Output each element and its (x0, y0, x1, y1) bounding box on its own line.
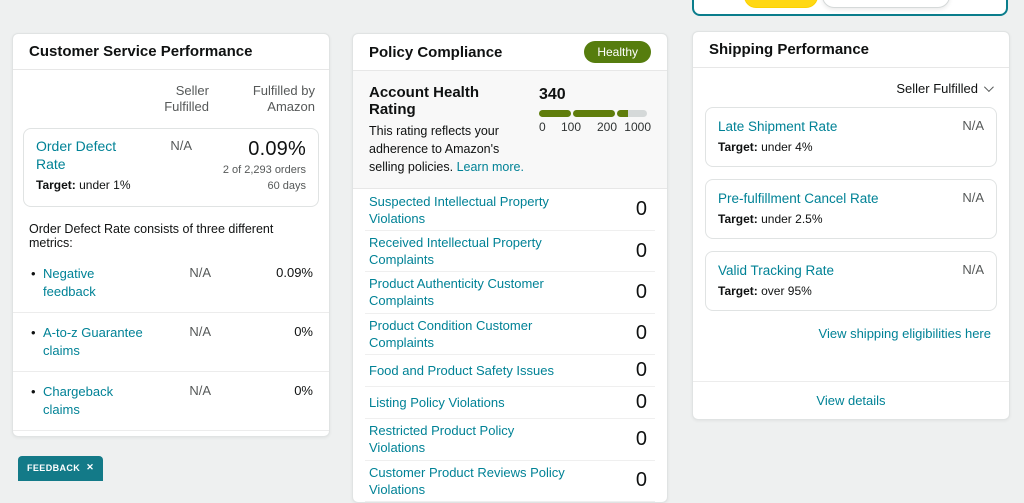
panel-header: Shipping Performance (693, 32, 1009, 68)
popover-primary-button[interactable] (744, 0, 818, 8)
chargeback-claims-link[interactable]: Chargeback claims (29, 383, 149, 418)
policy-compliance-panel: Policy Compliance Healthy Account Health… (352, 33, 668, 503)
panel-title: Shipping Performance (709, 41, 870, 58)
panel-footer: View details (13, 430, 329, 436)
seller-fulfilled-dropdown[interactable]: Seller Fulfilled (693, 68, 1009, 107)
shipping-eligibilities-row: View shipping eligibilities here (693, 323, 1009, 351)
policy-row-customer-reviews: Customer Product Reviews Policy Violatio… (365, 461, 655, 502)
odr-intro-text: Order Defect Rate consists of three diff… (29, 222, 274, 251)
policy-item-link[interactable]: Received Intellectual Property Complaint… (369, 234, 542, 268)
order-defect-rate-link[interactable]: Order Defect Rate (36, 137, 117, 172)
policy-row-restricted-product: Restricted Product Policy Violations 0 (365, 419, 655, 461)
a-to-z-claims-link[interactable]: A-to-z Guarantee claims (29, 324, 149, 359)
pre-fulfillment-cancel-rate-card: Pre-fulfillment Cancel Rate Target: unde… (705, 178, 997, 239)
policy-item-count: 0 (635, 322, 647, 345)
valid-tracking-rate-value: N/A (962, 261, 984, 277)
policy-item-link[interactable]: Product Authenticity Customer Complaints (369, 276, 544, 309)
late-shipment-rate-link[interactable]: Late Shipment Rate (718, 119, 838, 134)
policy-row-suspected-ip: Suspected Intellectual Property Violatio… (365, 189, 655, 231)
policy-item-link[interactable]: Suspected Intellectual Property Violatio… (369, 193, 549, 226)
odr-period: 60 days (267, 180, 306, 193)
late-shipment-rate-card: Late Shipment Rate Target: under 4% N/A (705, 107, 997, 167)
ahr-rating-bar (539, 110, 647, 118)
policy-item-link[interactable]: Restricted Product Policy Violations (369, 423, 515, 456)
policy-row-received-ip: Received Intellectual Property Complaint… (365, 231, 655, 273)
panel-title: Policy Compliance (369, 43, 503, 61)
metric-row-negative-feedback: Negative feedback N/A 0.09% (13, 254, 329, 312)
chevron-down-icon (983, 82, 994, 93)
bar-segment-100-200 (573, 110, 615, 118)
policy-item-count: 0 (635, 427, 647, 450)
policy-item-count: 0 (635, 280, 647, 303)
column-headers: Seller Fulfilled Fulfilled by Amazon (13, 70, 329, 122)
policy-item-count: 0 (635, 239, 647, 262)
valid-tracking-rate-link[interactable]: Valid Tracking Rate (718, 262, 835, 278)
policy-item-link[interactable]: Food and Product Safety Issues (369, 363, 554, 379)
odr-seller-fulfilled-value: N/A (170, 137, 192, 153)
policy-item-link[interactable]: Product Condition Customer Complaints (369, 317, 533, 350)
customer-service-performance-panel: Customer Service Performance Seller Fulf… (12, 33, 330, 437)
ahr-score: 340 (539, 86, 566, 104)
panel-footer: View details (693, 381, 1009, 419)
col-fulfilled-by-amazon: Fulfilled by Amazon (252, 83, 315, 115)
policy-item-link[interactable]: Listing Policy Violations (369, 395, 505, 411)
policy-item-link[interactable]: Customer Product Reviews Policy Violatio… (369, 464, 565, 497)
policy-row-condition: Product Condition Customer Complaints 0 (365, 314, 655, 356)
odr-target: Target: under 1% (36, 177, 131, 192)
policy-row-authenticity: Product Authenticity Customer Complaints… (365, 272, 655, 314)
pre-fulfillment-cancel-rate-link[interactable]: Pre-fulfillment Cancel Rate (718, 190, 879, 206)
panel-header: Customer Service Performance (13, 34, 329, 70)
panel-title: Customer Service Performance (29, 43, 253, 60)
view-shipping-eligibilities-link[interactable]: View shipping eligibilities here (818, 325, 991, 341)
policy-item-count: 0 (635, 469, 647, 492)
metric-row-chargeback-claims: Chargeback claims N/A 0% (13, 371, 329, 430)
ahr-scale-ticks: 0 100 200 1000 (539, 120, 651, 135)
policy-row-listing-policy: Listing Policy Violations 0 (365, 387, 655, 420)
policy-row-food-safety: Food and Product Safety Issues 0 (365, 355, 655, 388)
healthy-status-badge: Healthy (584, 41, 651, 64)
shipping-performance-panel: Shipping Performance Seller Fulfilled La… (692, 31, 1010, 420)
odr-fba-value: 0.09% (248, 137, 306, 160)
account-health-rating-section: Account Health Rating This rating reflec… (353, 71, 667, 190)
view-details-link[interactable]: View details (816, 393, 886, 408)
learn-more-link[interactable]: Learn more. (456, 159, 524, 174)
popover-secondary-button[interactable] (822, 0, 950, 8)
feedback-button[interactable]: FEEDBACK ✕ (18, 456, 104, 481)
order-defect-rate-card: Order Defect Rate Target: under 1% N/A 0… (23, 127, 319, 208)
close-icon[interactable]: ✕ (86, 462, 95, 472)
valid-tracking-rate-card: Valid Tracking Rate Target: over 95% N/A (705, 250, 997, 311)
metric-row-a-to-z-claims: A-to-z Guarantee claims N/A 0% (13, 312, 329, 371)
policy-item-count: 0 (635, 391, 647, 414)
odr-orders-count: 2 of 2,293 orders (222, 163, 306, 176)
policy-item-count: 0 (635, 359, 647, 382)
pre-fulfillment-cancel-rate-value: N/A (962, 189, 984, 205)
panel-header: Policy Compliance Healthy (353, 34, 667, 72)
negative-feedback-link[interactable]: Negative feedback (29, 265, 149, 300)
ahr-description: This rating reflects your adherence to A… (369, 124, 524, 174)
popover-cut-off (692, 0, 1008, 16)
policy-item-count: 0 (635, 198, 647, 221)
bar-segment-0-100 (539, 110, 571, 118)
late-shipment-rate-value: N/A (962, 118, 984, 133)
col-seller-fulfilled: Seller Fulfilled (164, 83, 209, 115)
bar-segment-200-1000 (617, 110, 647, 118)
ahr-title: Account Health Rating (369, 84, 480, 119)
